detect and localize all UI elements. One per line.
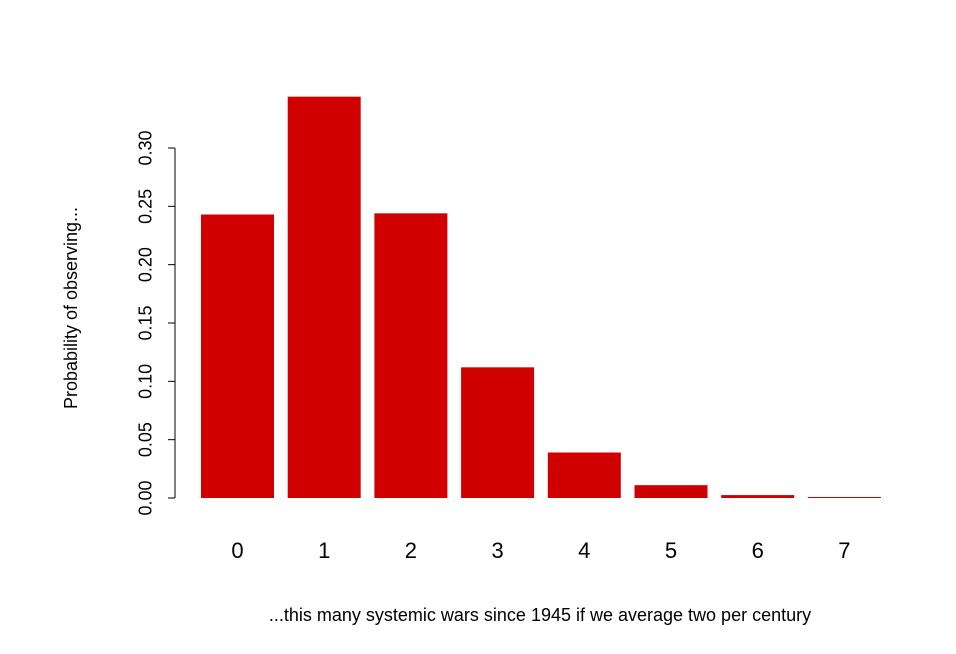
y-tick-label: 0.30	[135, 130, 155, 165]
x-category-label: 4	[578, 538, 590, 563]
y-tick-label: 0.00	[135, 480, 155, 515]
x-category-label: 7	[838, 538, 850, 563]
x-category-label: 1	[318, 538, 330, 563]
bar-7	[807, 497, 881, 498]
y-tick-label: 0.25	[135, 189, 155, 224]
x-category-label: 0	[231, 538, 243, 563]
bar-4	[547, 452, 621, 498]
bar-5	[634, 485, 708, 498]
y-tick-label: 0.05	[135, 422, 155, 457]
bar-2	[374, 213, 448, 498]
y-tick-label: 0.10	[135, 364, 155, 399]
x-category-label: 3	[491, 538, 503, 563]
bar-0	[201, 214, 274, 498]
y-tick-label: 0.20	[135, 247, 155, 282]
x-category-label: 6	[752, 538, 764, 563]
x-category-labels: 0 1 2 3 4 5 6 7	[231, 538, 850, 563]
bar-1	[287, 96, 361, 498]
x-category-label: 2	[405, 538, 417, 563]
y-tick-label: 0.15	[135, 305, 155, 340]
bar-6	[721, 495, 795, 498]
bars	[201, 96, 881, 498]
bar-3	[461, 367, 535, 498]
x-category-label: 5	[665, 538, 677, 563]
y-axis-title: Probability of observing...	[61, 207, 81, 409]
x-axis-title: ...this many systemic wars since 1945 if…	[269, 605, 811, 625]
y-axis: 0.00 0.05 0.10 0.15 0.20 0.25 0.30	[135, 130, 176, 516]
